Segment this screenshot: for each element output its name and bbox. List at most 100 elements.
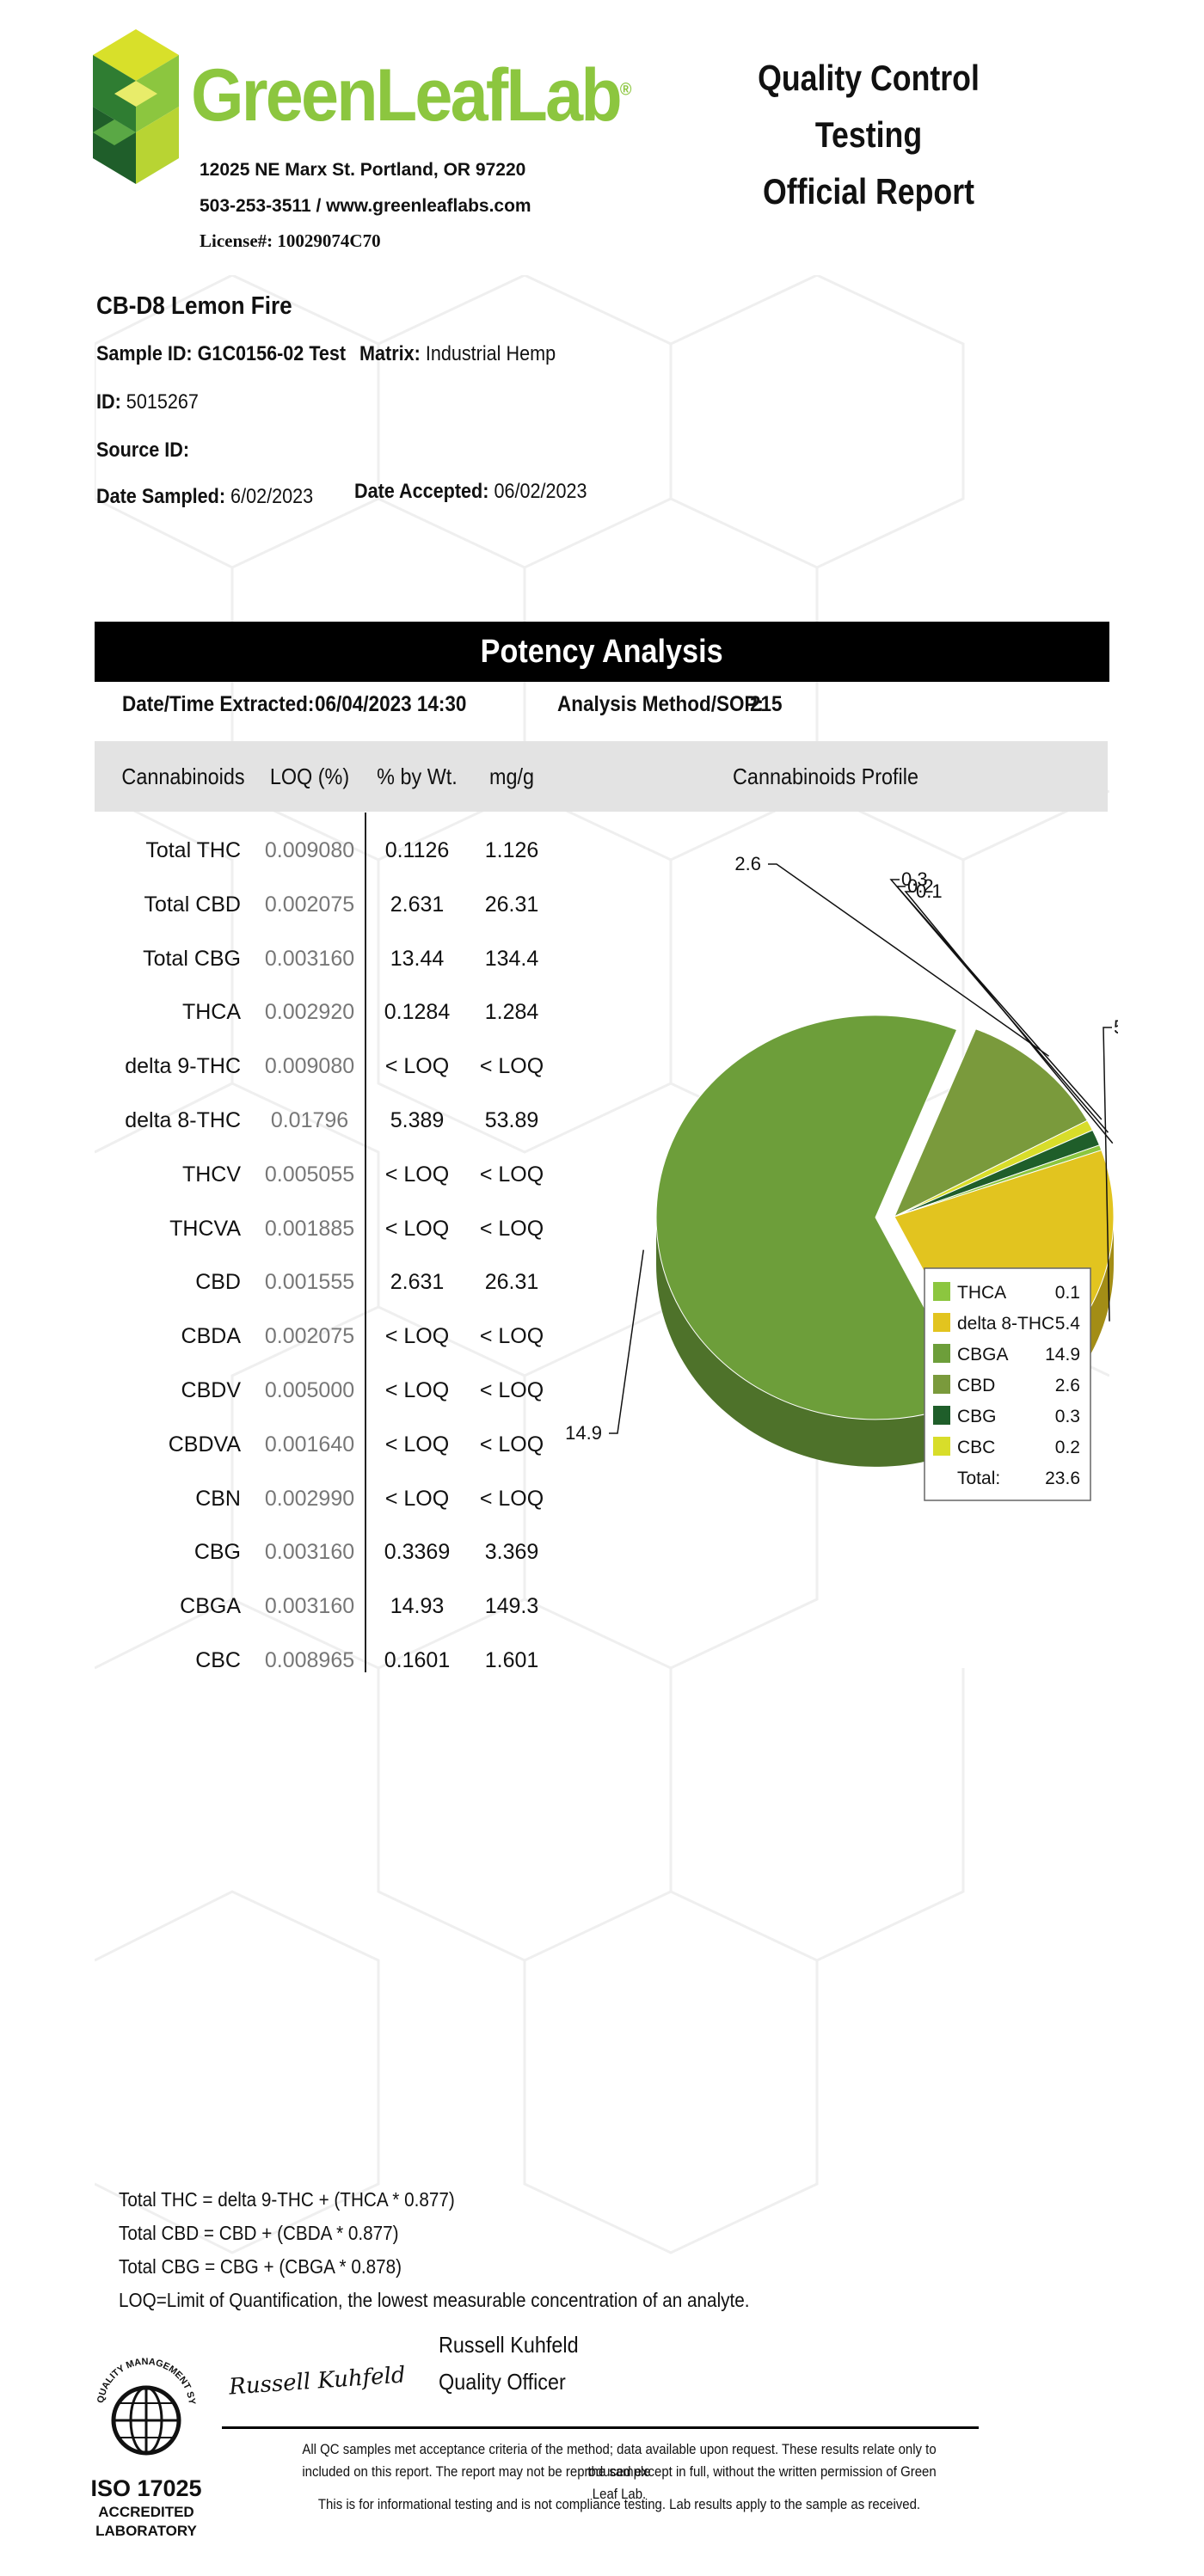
lab-contact: 503-253-3511 / www.greenleaflabs.com: [200, 196, 531, 216]
mg-value: 149.3: [484, 1594, 539, 1619]
loq-value: 0.002075: [264, 892, 355, 917]
legend-label: CBGA: [957, 1345, 1009, 1365]
note-loq: LOQ=Limit of Quantification, the lowest …: [119, 2289, 750, 2311]
legend-swatch: [933, 1437, 950, 1456]
cannabinoid-name: CBN: [195, 1486, 241, 1511]
svg-text:Russell Kuhfeld: Russell Kuhfeld: [227, 2362, 406, 2400]
pie-slice-label: 2.6: [734, 853, 761, 874]
cannabinoid-name: THCV: [181, 1162, 241, 1187]
mg-value: 26.31: [484, 1270, 539, 1295]
cannabinoid-name: THCA: [181, 1000, 241, 1025]
pie-slice-cbga: [655, 1015, 974, 1420]
pct-value: < LOQ: [384, 1486, 450, 1511]
legend-swatch: [933, 1375, 950, 1394]
extracted-label: Date/Time Extracted:: [122, 692, 315, 716]
footer-line-1: All QC samples met acceptance criteria o…: [302, 2441, 937, 2480]
table-row: CBDVA 0.001640 < LOQ < LOQ: [0, 1418, 550, 1472]
table-row: THCA 0.002920 0.1284 1.284: [0, 985, 550, 1040]
pct-value: 2.631: [390, 892, 445, 917]
table-row: delta 8-THC 0.01796 5.389 53.89: [0, 1094, 550, 1148]
signature: Russell Kuhfeld: [227, 2362, 406, 2400]
loq-value: 0.002990: [264, 1486, 355, 1511]
method-value: 215: [750, 692, 783, 716]
svg-text:QUALITY MANAGEMENT SYSTEM: QUALITY MANAGEMENT SYSTEM: [86, 2334, 197, 2406]
loq-value: 0.009080: [264, 1054, 355, 1079]
pie-leader-line: [1103, 1027, 1112, 1322]
legend-value: 5.4: [1055, 1314, 1081, 1334]
loq-value: 0.003160: [264, 1594, 355, 1619]
svg-text:LABORATORY: LABORATORY: [95, 2523, 197, 2539]
pie-leader-line: [768, 863, 1049, 1057]
loq-value: 0.008965: [264, 1648, 355, 1672]
legend-total-label: Total:: [957, 1469, 1000, 1488]
signer-name: Russell Kuhfeld: [439, 2332, 579, 2358]
pie-slice-label: 0.1: [916, 880, 943, 902]
cannabinoid-name: CBD: [195, 1270, 241, 1295]
loq-value: 0.001555: [264, 1270, 355, 1295]
table-row: Total CBG 0.003160 13.44 134.4: [0, 932, 550, 986]
extracted-value: 06/04/2023 14:30: [315, 692, 467, 716]
col-pct: % by Wt.: [377, 764, 458, 789]
note-total-cbd: Total CBD = CBD + (CBDA * 0.877): [119, 2222, 399, 2244]
loq-value: 0.001640: [264, 1432, 355, 1457]
col-loq: LOQ (%): [269, 764, 350, 789]
footer-line-3: This is for informational testing and is…: [317, 2496, 921, 2512]
matrix: Matrix: Industrial Hemp: [359, 342, 556, 365]
pie-slice-label: 0.3: [901, 868, 928, 890]
pct-value: 0.1284: [384, 1000, 451, 1025]
pie-leader-line: [904, 891, 1114, 1144]
pct-value: 2.631: [390, 1270, 445, 1295]
mg-value: 1.601: [484, 1648, 539, 1672]
legend-value: 2.6: [1055, 1376, 1080, 1395]
table-row: delta 9-THC 0.009080 < LOQ < LOQ: [0, 1040, 550, 1094]
cannabinoid-name: Total CBD: [144, 892, 241, 917]
pie-slice-cbd: [893, 1028, 1089, 1218]
mg-value: 3.369: [484, 1540, 539, 1565]
table-row: THCV 0.005055 < LOQ < LOQ: [0, 1148, 550, 1202]
table-row: CBDA 0.002075 < LOQ < LOQ: [0, 1309, 550, 1364]
svg-text:ISO 17025: ISO 17025: [90, 2475, 201, 2501]
method-label: Analysis Method/SOP:: [557, 692, 765, 716]
loq-value: 0.001885: [264, 1216, 355, 1241]
cannabinoid-name: CBDA: [181, 1324, 241, 1349]
table-row: CBC 0.008965 0.1601 1.601: [0, 1634, 550, 1688]
brand-name: GreenLeafLab®: [191, 54, 631, 137]
table-divider: [365, 813, 366, 1672]
table-row: CBD 0.001555 2.631 26.31: [0, 1255, 550, 1309]
note-total-thc: Total THC = delta 9-THC + (THCA * 0.877): [119, 2188, 455, 2211]
mg-value: < LOQ: [479, 1378, 544, 1402]
date-accepted: Date Accepted: 06/02/2023: [354, 480, 587, 503]
pct-value: < LOQ: [384, 1324, 450, 1349]
table-row: CBGA 0.003160 14.93 149.3: [0, 1579, 550, 1634]
pct-value: 5.389: [390, 1108, 445, 1132]
loq-value: 0.002075: [264, 1324, 355, 1349]
loq-value: 0.005000: [264, 1378, 355, 1402]
pct-value: 0.1601: [384, 1648, 451, 1672]
profile-title: Cannabinoids Profile: [733, 764, 918, 789]
pct-value: < LOQ: [384, 1432, 450, 1457]
legend-swatch: [933, 1406, 950, 1425]
table-row: Total CBD 0.002075 2.631 26.31: [0, 878, 550, 932]
table-row: CBN 0.002990 < LOQ < LOQ: [0, 1472, 550, 1526]
pct-value: 13.44: [390, 946, 445, 971]
loq-value: 0.005055: [264, 1162, 355, 1187]
sample-name: CB-D8 Lemon Fire: [96, 292, 292, 320]
potency-banner: Potency Analysis: [95, 622, 1109, 682]
loq-value: 0.003160: [264, 1540, 355, 1565]
legend-label: CBG: [957, 1407, 997, 1426]
iso-accreditation-seal: QUALITY MANAGEMENT SYSTEM ISO 17025 ACCR…: [86, 2334, 202, 2539]
pct-value: < LOQ: [384, 1054, 450, 1079]
loq-value: 0.01796: [270, 1108, 349, 1132]
pct-value: < LOQ: [384, 1162, 450, 1187]
table-row: CBG 0.003160 0.3369 3.369: [0, 1525, 550, 1579]
cannabinoid-name: delta 9-THC: [125, 1054, 241, 1079]
signer-role: Quality Officer: [439, 2369, 566, 2395]
source-id: Source ID:: [96, 439, 190, 462]
mg-value: 26.31: [484, 892, 539, 917]
cannabinoid-name: CBDV: [181, 1378, 241, 1402]
mg-value: 134.4: [484, 946, 539, 971]
cannabinoid-name: CBG: [194, 1540, 241, 1565]
pct-value: < LOQ: [384, 1378, 450, 1402]
pie-slice-label: 5: [1114, 1016, 1118, 1038]
